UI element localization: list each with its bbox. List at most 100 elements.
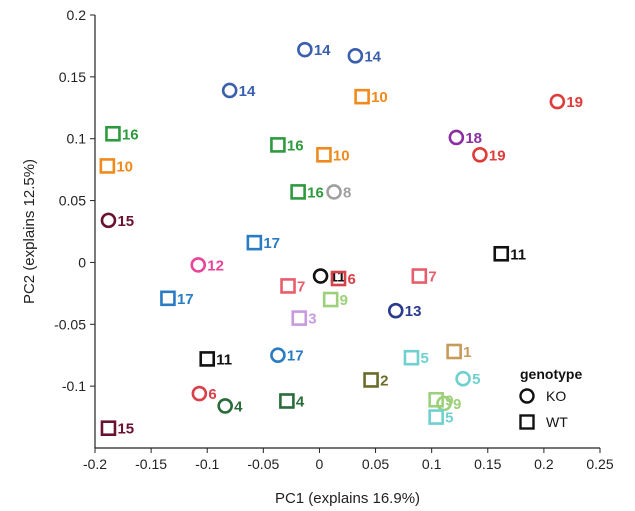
data-point: 16 [270,137,304,154]
wt-square-marker [279,393,295,409]
data-point: 17 [246,234,280,252]
wt-square-marker [160,290,176,307]
data-point: 8 [326,184,351,201]
data-point-label: 16 [287,137,304,154]
data-point-label: 10 [116,158,133,175]
x-tick-label: 0.1 [422,456,442,472]
wt-square-marker [403,349,420,366]
wt-square-marker [100,420,117,437]
ko-circle-marker [312,268,329,284]
data-point-label: 7 [428,269,436,286]
wt-square-marker [446,343,462,360]
ko-circle-marker [217,398,233,414]
wt-square-marker [363,372,379,388]
x-tick-label: 0.2 [534,456,554,472]
wt-square-marker [330,270,347,287]
data-point-label: 10 [371,89,388,106]
data-point: 15 [100,420,134,438]
data-point: 19 [472,146,506,164]
x-tick-label: 0.05 [362,456,389,472]
legend: genotype KO WT [519,366,582,430]
legend-label-ko: KO [546,388,566,404]
data-point: 12 [190,257,224,274]
data-point: 17 [270,347,304,365]
y-tick-label: -0.1 [62,378,86,394]
data-point: 17 [160,290,194,308]
ko-circle-marker [455,370,471,387]
data-point-label: 14 [239,83,256,100]
data-point: 14 [297,41,331,59]
data-point-label: 4 [296,393,305,410]
data-point-label: 16 [307,184,324,201]
ko-circle-marker [347,48,364,64]
y-tick-label: 0 [78,254,86,270]
data-point-label: 19 [566,94,583,111]
y-axis-title: PC2 (explains 12.5%) [21,159,38,304]
data-point: 4 [279,393,305,410]
data-point: 16 [105,125,139,143]
wt-square-marker [322,291,339,308]
data-point-label: 9 [340,292,348,309]
data-point: 11 [199,351,232,368]
data-point: 4 [217,398,243,415]
data-point-label: 18 [465,130,482,147]
data-point-label: 10 [333,147,350,164]
data-point: 3 [291,310,317,328]
data-point: 1 [446,343,471,361]
legend-title: genotype [520,366,582,382]
data-point: 19 [549,93,583,111]
data-point: 14 [221,82,256,100]
data-point: 5 [455,370,480,388]
ko-circle-marker [100,212,117,229]
data-point-label: 8 [343,184,351,201]
wt-square-marker [291,310,308,326]
data-point: 10 [99,158,133,175]
y-tick-label: 0.15 [59,69,86,85]
data-point-label: 14 [314,42,331,59]
data-point: 5 [428,409,453,427]
wt-square-marker [199,351,216,367]
data-point-label: 12 [207,257,224,274]
data-point-label: 17 [177,291,194,308]
wt-square-marker [428,409,444,425]
wt-square-marker [290,184,306,200]
wt-square-marker [105,125,121,142]
ko-circle-marker [190,257,207,273]
data-point-label: 14 [364,48,381,65]
y-tick-label: 0.1 [67,131,87,147]
data-point: 7 [280,278,305,295]
data-point: 11 [493,245,526,263]
ko-circle-marker [221,82,238,99]
x-axis-ticks: -0.2 -0.15 -0.1 -0.05 0 0.05 0.1 0.15 0.2 0.25 [83,448,614,472]
square-icon [519,414,535,430]
data-point-label: 6 [348,271,356,288]
data-point-label: 13 [405,303,422,320]
data-point: 7 [411,268,437,286]
data-point-label: 6 [208,386,216,403]
data-point-label: 16 [122,126,139,143]
ko-circle-marker [270,347,286,364]
x-tick-label: -0.1 [195,456,219,472]
wt-square-marker [246,234,263,251]
data-point-label: 15 [117,421,134,438]
ko-circle-marker [436,395,452,412]
ko-circle-marker [297,41,313,58]
data-point-label: 5 [420,350,428,367]
data-point: 10 [316,146,350,164]
data-point-label: 5 [472,371,480,388]
data-point-label: 11 [216,351,232,368]
wt-square-marker [280,278,296,294]
x-tick-label: -0.05 [247,456,279,472]
data-point: 14 [347,48,382,65]
data-point-label: 7 [297,278,305,295]
x-tick-label: 0 [316,456,324,472]
data-point: 18 [448,129,482,147]
x-tick-label: -0.2 [83,456,107,472]
ko-circle-marker [448,129,465,146]
data-point: 16 [290,184,324,201]
legend-label-wt: WT [546,414,568,430]
y-tick-label: -0.05 [54,316,86,332]
ko-circle-marker [191,385,208,402]
